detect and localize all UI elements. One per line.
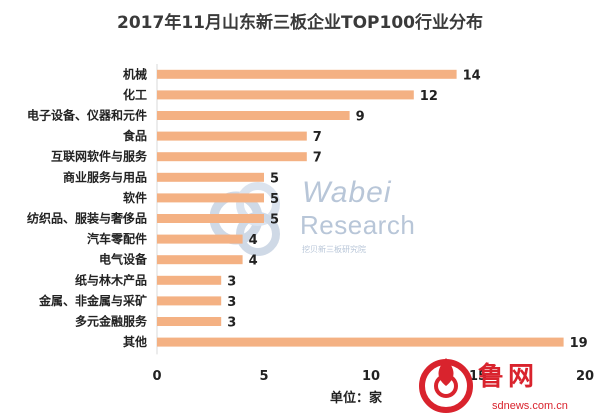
category-label: 多元金融服务 <box>75 314 148 329</box>
x-tick-label: 20 <box>576 369 594 384</box>
watermark-chinese: 挖贝新三板研究院 <box>302 245 366 254</box>
data-label: 7 <box>313 130 322 145</box>
data-label: 7 <box>313 151 322 166</box>
lu-net-logo-icon <box>419 358 473 413</box>
data-label: 3 <box>227 316 236 331</box>
category-label: 化工 <box>123 87 147 102</box>
category-label: 电子设备、仪器和元件 <box>27 108 147 123</box>
bar <box>157 193 264 203</box>
bar <box>157 337 564 347</box>
data-label: 9 <box>356 110 365 125</box>
bar <box>157 275 222 285</box>
category-label: 汽车零配件 <box>87 231 147 246</box>
watermark-subtitle: Research <box>300 210 416 240</box>
data-label: 19 <box>570 336 588 351</box>
bar <box>157 296 222 306</box>
watermark-name: Wabei <box>302 176 392 209</box>
category-label: 纺织品、服装与奢侈品 <box>27 211 147 226</box>
category-label: 食品 <box>122 128 147 143</box>
bar <box>157 111 350 120</box>
data-label: 5 <box>270 171 279 186</box>
data-label: 14 <box>463 68 481 83</box>
category-label: 其他 <box>123 334 147 349</box>
category-label: 互联网软件与服务 <box>51 149 148 164</box>
bar <box>157 69 457 79</box>
lu-net-domain: sdnews.com.cn <box>492 400 568 412</box>
bar <box>157 255 243 265</box>
data-label: 5 <box>270 192 279 207</box>
bar <box>157 214 264 223</box>
category-label: 金属、非金属与采矿 <box>38 293 147 308</box>
x-tick-label: 0 <box>152 369 161 384</box>
category-label: 软件 <box>123 190 147 205</box>
x-tick-label: 5 <box>259 369 268 384</box>
data-label: 3 <box>227 274 236 289</box>
data-label: 12 <box>420 89 438 104</box>
data-label: 4 <box>249 254 258 269</box>
category-label: 电气设备 <box>99 252 148 267</box>
bar <box>157 234 243 244</box>
category-label: 机械 <box>123 66 147 81</box>
data-label: 5 <box>270 213 279 228</box>
category-label: 纸与林木产品 <box>75 272 147 287</box>
x-axis-label: 单位：家 <box>330 391 383 406</box>
category-label: 商业服务与用品 <box>63 169 147 184</box>
bar <box>157 317 222 326</box>
bar <box>157 172 264 182</box>
bar <box>157 90 414 100</box>
bar <box>157 131 307 141</box>
bar <box>157 152 307 162</box>
x-tick-label: 15 <box>469 369 487 384</box>
x-tick-label: 10 <box>362 369 380 384</box>
data-label: 4 <box>249 233 258 248</box>
lu-net-site-name: 鲁网 <box>478 362 539 392</box>
chart-title: 2017年11月山东新三板企业TOP100行业分布 <box>117 13 483 33</box>
data-label: 3 <box>227 295 236 310</box>
